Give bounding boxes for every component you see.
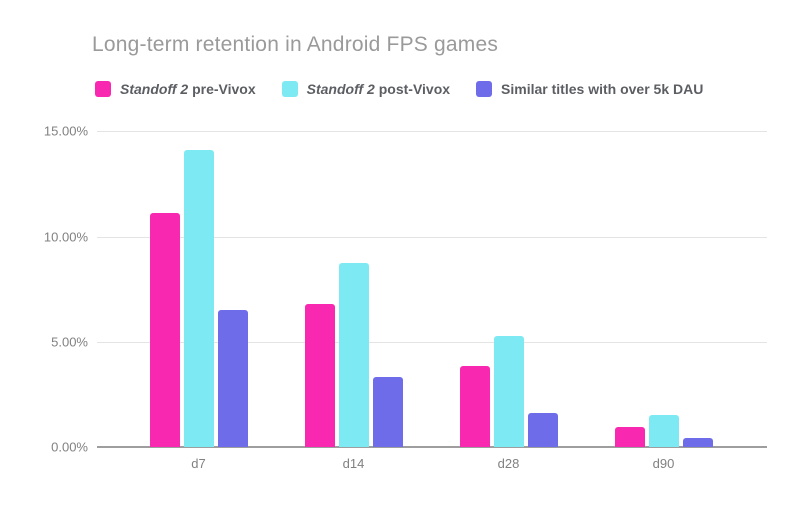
bar-d28-series-1[interactable] — [493, 336, 524, 447]
x-tick-d90: d90 — [652, 456, 675, 471]
bar-d7-series-1[interactable] — [183, 149, 214, 447]
x-tick-d14: d14 — [342, 456, 365, 471]
x-axis-line — [97, 446, 767, 448]
gridline-5pct — [97, 342, 767, 343]
gridline-10pct — [97, 237, 767, 238]
y-tick-10: 10.00% — [43, 229, 88, 245]
y-tick-15: 15.00% — [43, 123, 88, 139]
y-tick-5: 5.00% — [51, 334, 88, 350]
bar-d90-series-2[interactable] — [682, 437, 713, 447]
legend-label-italic: Standoff 2 — [306, 81, 375, 97]
bar-d28-series-0[interactable] — [459, 365, 490, 447]
chart-legend: Standoff 2 pre-Vivox Standoff 2 post-Viv… — [95, 81, 703, 97]
chart-title: Long-term retention in Android FPS games — [92, 33, 499, 56]
bar-group-d90 — [586, 131, 741, 447]
legend-swatch-similar-titles — [476, 81, 493, 97]
legend-swatch-post-vivox — [281, 81, 298, 97]
y-tick-0: 0.00% — [51, 439, 88, 455]
legend-swatch-pre-vivox — [95, 81, 111, 97]
legend-label-rest: pre-Vivox — [188, 81, 256, 97]
legend-item-similar-titles[interactable]: Similar titles with over 5k DAU — [476, 81, 703, 97]
x-tick-d7: d7 — [191, 456, 206, 471]
legend-label-post-vivox: Standoff 2 post-Vivox — [307, 81, 450, 97]
x-axis-labels: d7 d14 d28 d90 — [121, 456, 741, 471]
bar-d90-series-1[interactable] — [648, 415, 679, 447]
bar-d14-series-2[interactable] — [372, 377, 403, 447]
bar-group-d14 — [276, 131, 431, 447]
bar-group-d7 — [121, 131, 276, 447]
legend-label-italic: Standoff 2 — [120, 81, 189, 97]
plot-area — [121, 131, 741, 447]
bar-d90-series-0[interactable] — [614, 427, 645, 447]
bar-d7-series-2[interactable] — [217, 310, 248, 447]
legend-label-pre-vivox: Standoff 2 pre-Vivox — [120, 81, 256, 97]
bar-d14-series-1[interactable] — [338, 262, 369, 447]
legend-item-pre-vivox[interactable]: Standoff 2 pre-Vivox — [95, 81, 256, 97]
gridline-15pct — [97, 131, 767, 132]
bar-d7-series-0[interactable] — [149, 213, 180, 447]
bar-d28-series-2[interactable] — [527, 413, 558, 447]
legend-label-rest: Similar titles with over 5k DAU — [501, 81, 704, 97]
x-tick-d28: d28 — [497, 456, 520, 471]
legend-label-similar-titles: Similar titles with over 5k DAU — [501, 81, 703, 97]
legend-label-rest: post-Vivox — [374, 81, 451, 97]
bar-group-d28 — [431, 131, 586, 447]
legend-item-post-vivox[interactable]: Standoff 2 post-Vivox — [281, 81, 450, 97]
bar-d14-series-0[interactable] — [304, 303, 335, 447]
